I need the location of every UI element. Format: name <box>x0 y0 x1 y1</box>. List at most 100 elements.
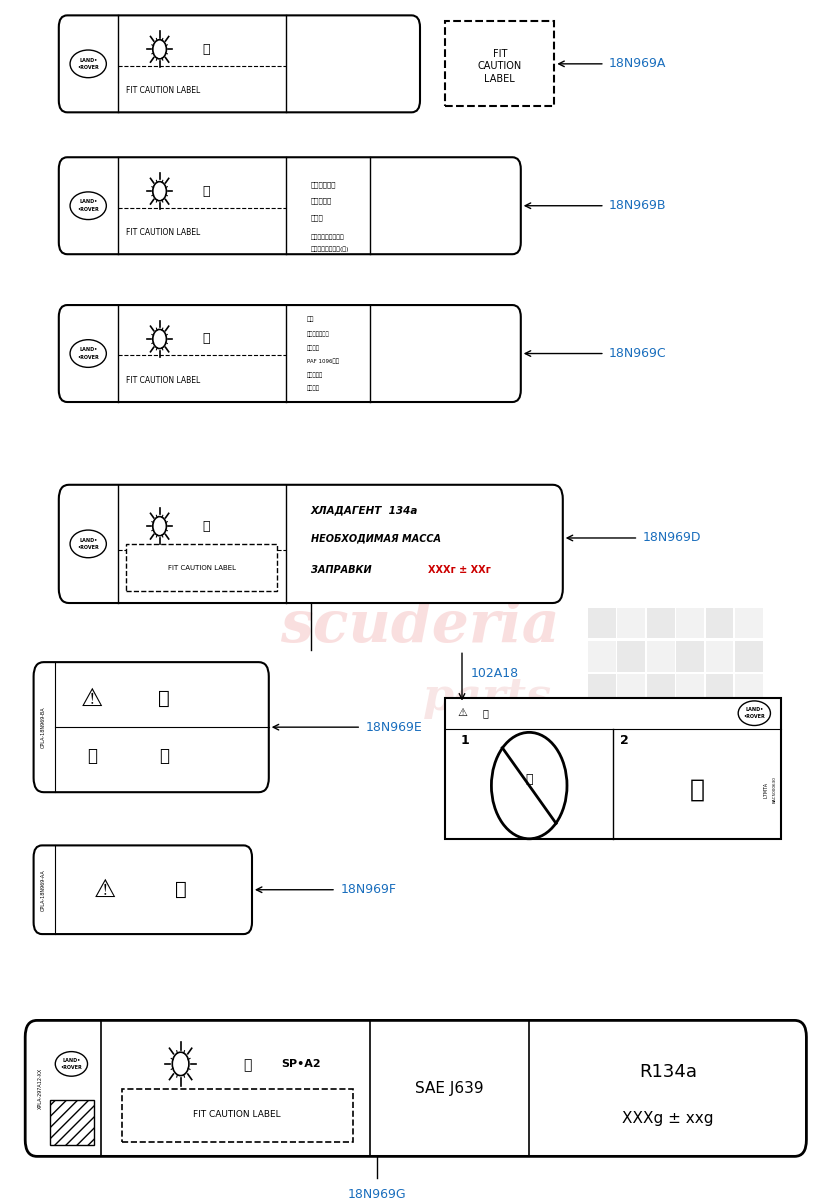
Ellipse shape <box>70 530 107 558</box>
Bar <box>588 773 616 804</box>
Text: НЕОБХОДИМАЯ МАССА: НЕОБХОДИМАЯ МАССА <box>311 533 441 542</box>
Text: 🔧: 🔧 <box>87 746 97 764</box>
Bar <box>647 607 675 638</box>
Bar <box>706 707 733 738</box>
Text: 2: 2 <box>620 733 628 746</box>
Bar <box>706 607 733 638</box>
FancyBboxPatch shape <box>25 1020 806 1157</box>
Bar <box>122 1088 353 1142</box>
Text: ⚠: ⚠ <box>458 708 468 719</box>
Text: LAND•: LAND• <box>62 1058 81 1063</box>
Bar <box>126 544 277 592</box>
Text: XXXg ± xxg: XXXg ± xxg <box>622 1111 713 1126</box>
Circle shape <box>491 732 567 839</box>
Text: L7MTA: L7MTA <box>764 781 769 798</box>
Text: ⚠: ⚠ <box>94 877 116 901</box>
Bar <box>588 607 616 638</box>
Bar <box>735 773 763 804</box>
Text: ✋: ✋ <box>526 773 533 786</box>
Bar <box>445 22 554 107</box>
Text: ーバー・ジャパン(株): ーバー・ジャパン(株) <box>311 246 349 252</box>
Bar <box>676 740 704 770</box>
Bar <box>647 707 675 738</box>
Text: CAUTION: CAUTION <box>478 61 522 71</box>
Text: ЗАПРАВКИ: ЗАПРАВКИ <box>311 565 375 575</box>
Text: LAND•: LAND• <box>79 58 97 62</box>
Bar <box>676 607 704 638</box>
Text: FIT CAUTION LABEL: FIT CAUTION LABEL <box>126 86 200 96</box>
Text: FIT CAUTION LABEL: FIT CAUTION LABEL <box>126 228 200 238</box>
Text: scuderia: scuderia <box>281 599 559 655</box>
Text: 18N969E: 18N969E <box>365 721 423 733</box>
Text: ⚠: ⚠ <box>81 686 103 710</box>
Bar <box>617 607 645 638</box>
Bar <box>676 707 704 738</box>
FancyBboxPatch shape <box>59 16 420 113</box>
Text: 冷媤大気放出: 冷媤大気放出 <box>311 181 336 187</box>
Circle shape <box>153 181 166 200</box>
Circle shape <box>153 40 166 59</box>
Text: CPLA-18N969-AA: CPLA-18N969-AA <box>41 869 46 911</box>
Text: LAND•: LAND• <box>79 199 97 204</box>
Text: 18N969A: 18N969A <box>609 58 666 71</box>
FancyBboxPatch shape <box>59 305 521 402</box>
Text: •ROVER: •ROVER <box>77 65 99 70</box>
FancyBboxPatch shape <box>34 662 269 792</box>
Text: CPLA-18N969-BA: CPLA-18N969-BA <box>41 707 46 748</box>
Text: 🛢: 🛢 <box>202 43 209 56</box>
Bar <box>706 641 733 672</box>
Text: •ROVER: •ROVER <box>77 545 99 551</box>
Bar <box>617 641 645 672</box>
Text: XXXг ± XXг: XXXг ± XXг <box>428 565 491 575</box>
Text: 1: 1 <box>460 733 469 746</box>
Bar <box>617 707 645 738</box>
Text: parts: parts <box>423 676 552 719</box>
Text: FIT CAUTION LABEL: FIT CAUTION LABEL <box>193 1110 281 1120</box>
Text: FIT CAUTION LABEL: FIT CAUTION LABEL <box>126 376 200 385</box>
Text: 🛢: 🛢 <box>244 1058 252 1073</box>
Text: 18N969C: 18N969C <box>609 347 667 360</box>
Text: 禁止・涄漏: 禁止・涄漏 <box>311 198 332 204</box>
Text: 🛢: 🛢 <box>202 520 209 533</box>
Text: ⛽: ⛽ <box>690 778 705 802</box>
Text: 将其送往: 将其送往 <box>307 385 319 391</box>
Text: LAND•: LAND• <box>79 347 97 353</box>
Bar <box>735 707 763 738</box>
Text: ХЛАДАГЕНТ  134а: ХЛАДАГЕНТ 134а <box>311 505 418 516</box>
FancyBboxPatch shape <box>34 846 252 934</box>
Text: R134a: R134a <box>638 1063 697 1081</box>
Ellipse shape <box>70 50 107 78</box>
Text: チーラー・ランドロ: チーラー・ランドロ <box>311 234 344 240</box>
FancyBboxPatch shape <box>59 485 563 604</box>
Text: 内容移入: 内容移入 <box>307 344 319 350</box>
Text: LAND•: LAND• <box>745 707 764 713</box>
Text: 🛢: 🛢 <box>202 332 209 346</box>
Text: 18N969B: 18N969B <box>609 199 666 212</box>
Bar <box>735 607 763 638</box>
Circle shape <box>153 516 166 535</box>
Text: FIT: FIT <box>492 49 507 59</box>
Text: 🚶: 🚶 <box>159 746 169 764</box>
Text: 📖: 📖 <box>483 708 489 719</box>
Bar <box>617 773 645 804</box>
Text: •ROVER: •ROVER <box>743 714 765 719</box>
Bar <box>706 674 733 704</box>
Bar <box>735 740 763 770</box>
Text: 将制冷剂充入器: 将制冷剂充入器 <box>307 331 329 337</box>
Circle shape <box>172 1052 189 1075</box>
Text: 102A18: 102A18 <box>470 667 518 680</box>
Bar <box>588 707 616 738</box>
Bar <box>647 674 675 704</box>
Bar <box>588 674 616 704</box>
Text: 18N969F: 18N969F <box>340 883 396 896</box>
Bar <box>647 740 675 770</box>
Bar <box>445 697 781 840</box>
Text: 注：: 注： <box>307 317 314 323</box>
Text: PAF 1096回收: PAF 1096回收 <box>307 359 339 364</box>
Bar <box>647 773 675 804</box>
Bar <box>706 773 733 804</box>
Text: XPLA-297A12-XX: XPLA-297A12-XX <box>38 1068 43 1109</box>
Bar <box>735 641 763 672</box>
Text: 18N969D: 18N969D <box>643 532 701 545</box>
Text: 🔧: 🔧 <box>175 881 186 899</box>
